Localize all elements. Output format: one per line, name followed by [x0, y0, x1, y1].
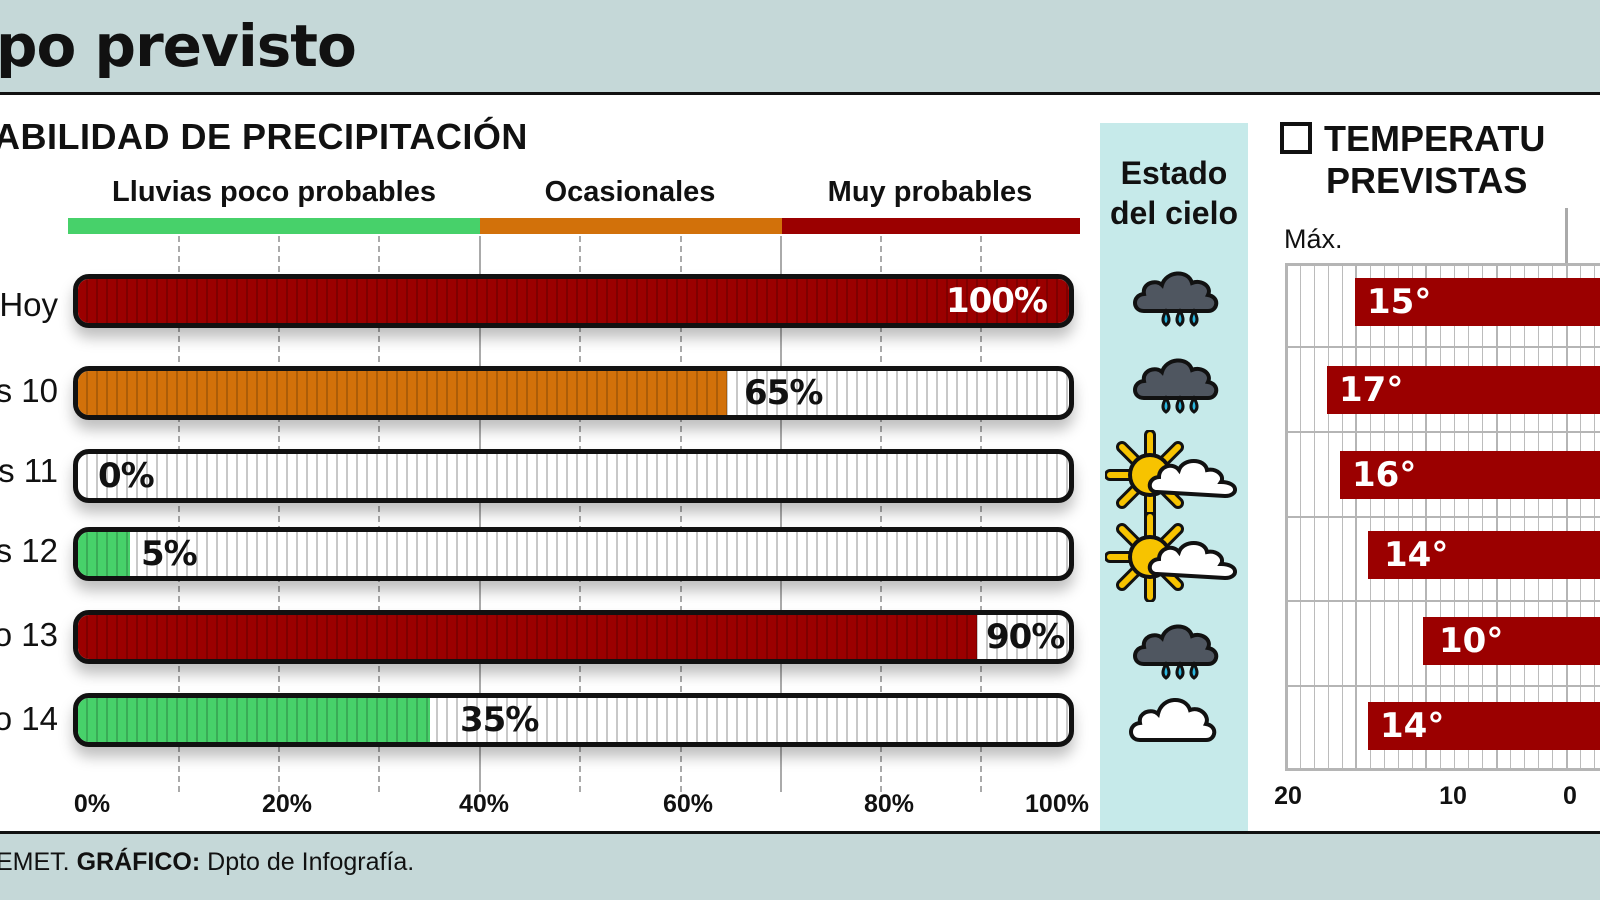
x-axis-tick: 100% [1025, 790, 1089, 818]
temp-bar: 15° [1355, 278, 1600, 326]
divider [1565, 208, 1568, 264]
row-label: o 14 [0, 700, 58, 737]
cloud-icon [1129, 698, 1217, 742]
legend-label-high: Muy probables [827, 176, 1033, 208]
precip-value: 5% [141, 534, 198, 574]
legend-bar-low [68, 218, 480, 234]
gridline-40 [479, 236, 481, 792]
row-label: s 10 [0, 372, 58, 409]
legend-bar-occasional [480, 218, 782, 234]
gridline-50 [579, 236, 581, 792]
gridline-30 [378, 236, 380, 792]
temp-bar: 14° [1368, 702, 1600, 750]
rain-cloud-icon [1133, 271, 1219, 327]
precip-bar-row: 5% [73, 527, 1074, 581]
legend-bar-high [782, 218, 1080, 234]
temperature-title: TEMPERATU PREVISTAS [1280, 118, 1545, 202]
precip-bar-fill [78, 615, 977, 659]
legend-label-occasional: Ocasionales [544, 176, 716, 208]
precip-bar-row: 90% [73, 610, 1074, 664]
sun-cloud-icon [1105, 512, 1237, 602]
gridline-80 [880, 236, 882, 792]
temp-value: 17° [1339, 370, 1404, 410]
x-axis-tick: 40% [458, 790, 510, 818]
temp-row-divider [1285, 600, 1600, 602]
precip-value: 35% [460, 700, 539, 740]
max-label: Máx. [1284, 224, 1343, 254]
precip-bar-row: 0% [73, 449, 1074, 503]
precipitation-title: ABILIDAD DE PRECIPITACIÓN [0, 116, 528, 157]
precip-bar-fill [78, 371, 728, 415]
precip-bar-fill [78, 532, 130, 576]
sun-cloud-icon [1105, 430, 1237, 520]
temp-bar: 16° [1340, 451, 1600, 499]
temp-axis-tick: 0 [1563, 782, 1577, 810]
temp-value: 14° [1384, 535, 1449, 575]
page-title: po previsto [0, 12, 357, 80]
gridline-20 [278, 236, 280, 792]
temp-row-divider [1285, 346, 1600, 348]
checkbox-square-icon [1280, 122, 1312, 154]
x-axis-tick: 20% [261, 790, 313, 818]
precip-value: 90% [986, 617, 1065, 657]
gridline-90 [980, 236, 982, 792]
footer-credits: EMET. GRÁFICO: Dpto de Infografía. [0, 848, 415, 876]
row-label: s 12 [0, 532, 58, 569]
temp-value: 16° [1352, 455, 1417, 495]
temp-row-divider [1285, 685, 1600, 687]
rain-cloud-icon [1133, 358, 1219, 414]
precip-bar-row: 100% [73, 274, 1074, 328]
temp-bar: 17° [1327, 366, 1600, 414]
row-label: Hoy [0, 286, 58, 323]
footer-band: EMET. GRÁFICO: Dpto de Infografía. [0, 831, 1600, 900]
gridline-10 [178, 236, 180, 792]
precip-value: 0% [98, 456, 155, 496]
x-axis-tick: 60% [662, 790, 714, 818]
gridline-70 [780, 236, 782, 792]
temp-row-divider [1285, 516, 1600, 518]
precip-bar-row: 65% [73, 366, 1074, 420]
x-axis-tick: 80% [863, 790, 915, 818]
temp-row-divider [1285, 431, 1600, 433]
row-label: o 13 [0, 616, 58, 653]
temp-bar: 14° [1368, 531, 1600, 579]
header-band: po previsto [0, 0, 1600, 95]
temp-axis-tick: 20 [1274, 782, 1302, 810]
temp-value: 10° [1439, 621, 1504, 661]
sky-title: Estado del cielo [1109, 155, 1239, 231]
x-axis-tick: 0% [73, 790, 111, 818]
temp-value: 14° [1380, 706, 1445, 746]
legend-label-low: Lluvias poco probables [112, 176, 436, 208]
temp-axis-tick: 10 [1439, 782, 1467, 810]
precip-value: 65% [744, 373, 823, 413]
precip-value: 100% [945, 281, 1048, 321]
row-label: s 11 [0, 452, 58, 489]
precip-bar-row: 35% [73, 693, 1074, 747]
rain-cloud-icon [1133, 624, 1219, 680]
temp-value: 15° [1367, 282, 1432, 322]
gridline-60 [680, 236, 682, 792]
precip-bar-fill [78, 279, 1069, 323]
precip-bar-fill [78, 698, 430, 742]
temp-bar: 10° [1423, 617, 1600, 665]
